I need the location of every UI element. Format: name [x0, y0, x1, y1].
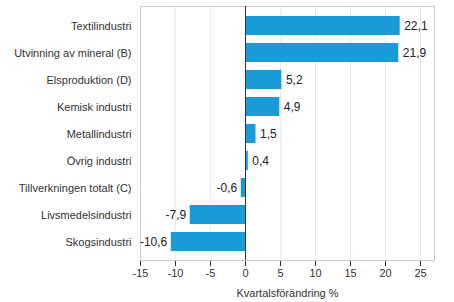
- svg-text:1,5: 1,5: [260, 127, 277, 141]
- svg-text:4,9: 4,9: [284, 100, 301, 114]
- svg-text:-5: -5: [206, 267, 216, 279]
- svg-text:-7,9: -7,9: [166, 208, 187, 222]
- svg-text:Textilindustri: Textilindustri: [71, 20, 132, 32]
- svg-text:22,1: 22,1: [404, 19, 428, 33]
- svg-text:-10: -10: [168, 267, 184, 279]
- svg-text:Kemisk industri: Kemisk industri: [57, 101, 132, 113]
- svg-text:Kvartalsförändring %: Kvartalsförändring %: [236, 287, 338, 299]
- svg-text:10: 10: [309, 267, 321, 279]
- svg-text:20: 20: [379, 267, 391, 279]
- svg-text:0,4: 0,4: [252, 154, 269, 168]
- svg-text:-10,6: -10,6: [140, 235, 168, 249]
- svg-text:15: 15: [344, 267, 356, 279]
- svg-text:Skogsindustri: Skogsindustri: [65, 236, 131, 248]
- svg-text:Utvinning av mineral (B): Utvinning av mineral (B): [14, 47, 131, 59]
- svg-text:Övrig industri: Övrig industri: [67, 155, 132, 167]
- svg-text:Elsproduktion (D): Elsproduktion (D): [47, 74, 132, 86]
- svg-text:5,2: 5,2: [286, 73, 303, 87]
- svg-text:-15: -15: [133, 267, 149, 279]
- svg-text:25: 25: [414, 267, 426, 279]
- svg-text:Livsmedelsindustri: Livsmedelsindustri: [41, 209, 131, 221]
- svg-text:21,9: 21,9: [403, 46, 427, 60]
- svg-text:Metallindustri: Metallindustri: [67, 128, 132, 140]
- svg-text:0: 0: [242, 267, 248, 279]
- svg-text:-0,6: -0,6: [217, 181, 238, 195]
- svg-text:Tillverkningen totalt (C): Tillverkningen totalt (C): [19, 182, 132, 194]
- svg-text:5: 5: [277, 267, 283, 279]
